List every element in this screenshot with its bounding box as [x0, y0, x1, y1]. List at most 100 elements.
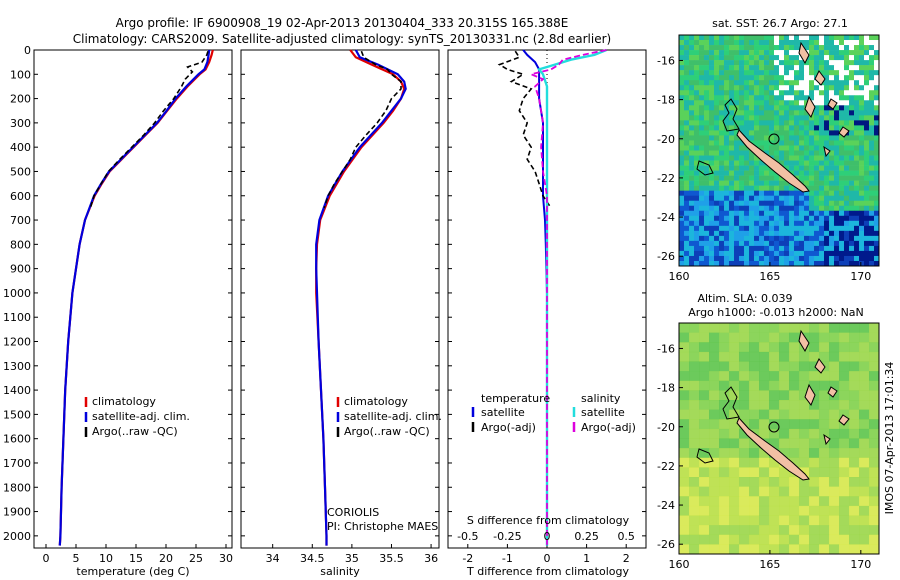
- sst-cell: [864, 260, 870, 266]
- sst-cell: [739, 105, 745, 111]
- sst-cell: [819, 60, 825, 66]
- sst-cell: [774, 80, 780, 86]
- sla-cell: [739, 457, 750, 468]
- sst-cell: [854, 80, 860, 86]
- sst-cell: [689, 90, 695, 96]
- sst-cell: [714, 70, 720, 76]
- sst-cell: [854, 195, 860, 202]
- sst-cell: [859, 135, 865, 141]
- sst-cell: [704, 215, 710, 222]
- sst-cell: [864, 80, 870, 86]
- sst-cell: [694, 35, 700, 41]
- sst-cell: [789, 105, 795, 111]
- sla-cell: [749, 371, 760, 382]
- sst-cell: [734, 180, 740, 186]
- y-tick-label: 700: [10, 214, 31, 227]
- sst-cell: [769, 70, 775, 76]
- sst-cell: [804, 35, 810, 41]
- sst-cell: [799, 40, 805, 46]
- sst-cell: [704, 240, 710, 247]
- sst-cell: [684, 255, 690, 262]
- sla-cell: [789, 342, 800, 353]
- sst-cell: [824, 130, 830, 136]
- sst-cell: [869, 130, 875, 136]
- sst-cell: [809, 55, 815, 61]
- sst-cell: [819, 55, 825, 61]
- sst-cell: [794, 160, 800, 166]
- sla-cell: [759, 477, 770, 487]
- sst-cell: [864, 230, 870, 237]
- sst-cell: [699, 115, 705, 121]
- sst-cell: [749, 70, 755, 76]
- sst-cell: [689, 95, 695, 101]
- sst-cell: [834, 215, 840, 222]
- sla-cell: [719, 525, 730, 536]
- sst-cell: [734, 110, 740, 116]
- sst-cell: [794, 95, 800, 101]
- sla-cell: [769, 467, 780, 478]
- sst-cell: [819, 215, 825, 222]
- sst-cell: [864, 110, 870, 116]
- sst-cell: [714, 45, 720, 51]
- map-y-tick-label: -24: [657, 499, 675, 512]
- sst-cell: [824, 180, 830, 186]
- sla-map-frame: [678, 322, 880, 555]
- sst-cell: [784, 40, 790, 46]
- sst-cell: [789, 215, 795, 222]
- sst-cell: [799, 255, 805, 262]
- sst-cell: [684, 245, 690, 252]
- sst-cell: [854, 130, 860, 136]
- sst-cell: [764, 210, 770, 217]
- sla-cell: [839, 467, 850, 478]
- sla-cell: [729, 380, 740, 391]
- sst-cell: [869, 255, 875, 262]
- sla-cell: [789, 380, 800, 391]
- sst-cell: [874, 250, 879, 257]
- sst-cell: [774, 235, 780, 242]
- sst-cell: [744, 90, 750, 96]
- sst-cell: [719, 75, 725, 81]
- sst-cell: [839, 215, 845, 222]
- sst-cell: [839, 120, 845, 126]
- sst-cell: [739, 75, 745, 81]
- sst-cell: [819, 90, 825, 96]
- sst-cell: [869, 60, 875, 66]
- sst-cell: [874, 65, 879, 71]
- sst-cell: [854, 125, 860, 131]
- sla-cell: [759, 525, 770, 536]
- sla-cell: [689, 390, 700, 401]
- sst-cell: [679, 170, 685, 176]
- sst-cell: [754, 235, 760, 242]
- sst-cell: [684, 205, 690, 212]
- sst-cell: [754, 115, 760, 121]
- sla-cell: [779, 351, 790, 362]
- sst-cell: [689, 105, 695, 111]
- sst-cell: [769, 110, 775, 116]
- sla-cell: [869, 419, 879, 430]
- sst-cell: [679, 145, 685, 151]
- sst-cell: [779, 85, 785, 91]
- sst-cell: [759, 225, 765, 232]
- sst-cell: [739, 45, 745, 51]
- sst-cell: [779, 205, 785, 212]
- sst-cell: [864, 175, 870, 181]
- sst-cell: [854, 190, 860, 196]
- sst-cell: [749, 170, 755, 176]
- sla-cell: [789, 400, 800, 410]
- sst-cell: [814, 220, 820, 227]
- sst-cell: [759, 195, 765, 202]
- sst-cell: [744, 50, 750, 56]
- sst-cell: [759, 170, 765, 176]
- sst-cell: [699, 185, 705, 191]
- sst-cell: [729, 85, 735, 91]
- sst-cell: [789, 230, 795, 237]
- sst-cell: [869, 155, 875, 161]
- sst-cell: [739, 250, 745, 257]
- sst-cell: [854, 210, 860, 217]
- sst-cell: [869, 150, 875, 156]
- sla-cell: [729, 515, 740, 526]
- sst-cell: [779, 135, 785, 141]
- sla-cell: [689, 332, 700, 343]
- sst-cell: [809, 180, 815, 186]
- sst-cell: [789, 85, 795, 91]
